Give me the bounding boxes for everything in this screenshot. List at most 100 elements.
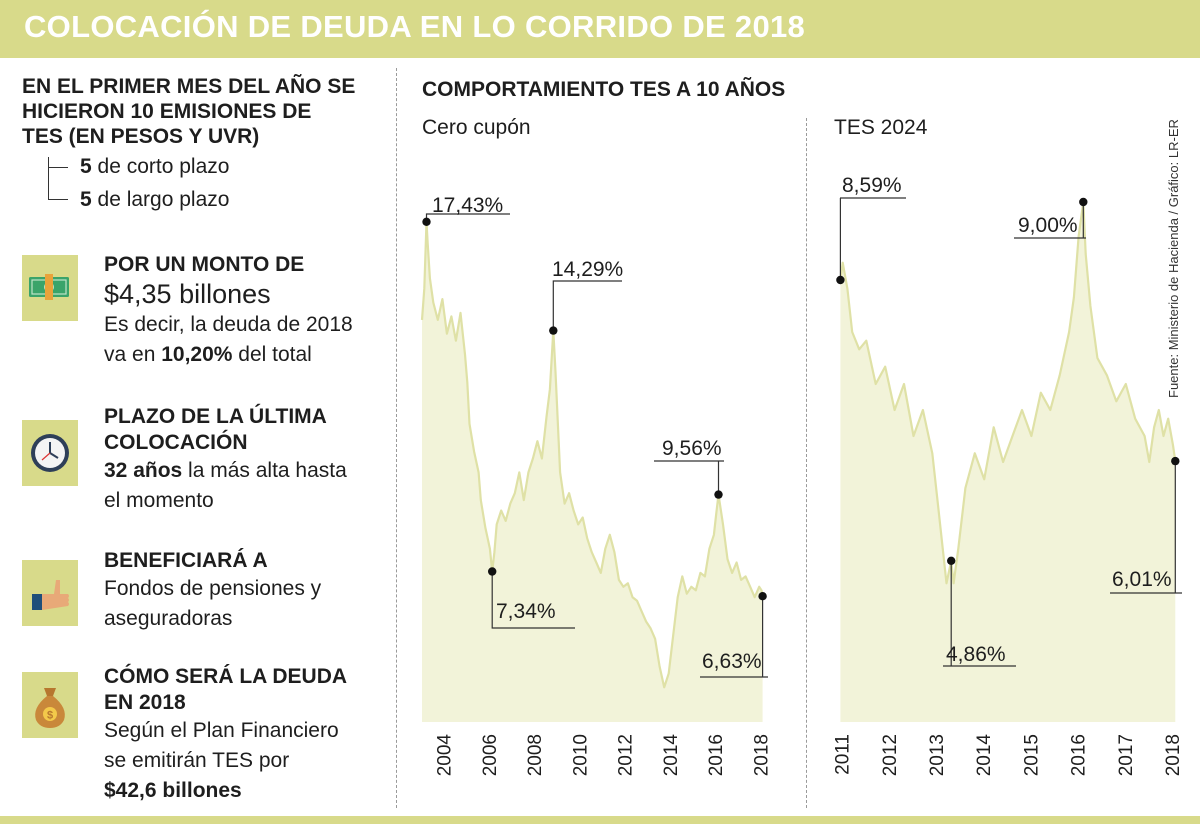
annotation-label-0-2: 14,29% bbox=[552, 258, 623, 281]
x-tick-1-5: 2016 bbox=[1069, 734, 1090, 776]
x-tick-0-6: 2016 bbox=[706, 734, 727, 776]
short-term-number: 5 bbox=[80, 155, 92, 178]
annotation-leader-1-1 bbox=[943, 560, 1016, 667]
annotation-point-0-3 bbox=[714, 490, 723, 499]
debt-outlook-heading-line-1: CÓMO SERÁ LA DEUDA bbox=[104, 665, 348, 688]
x-tick-0-5: 2014 bbox=[661, 734, 682, 777]
annotation-label-0-1: 7,34% bbox=[496, 600, 556, 623]
intro-line-1: EN EL PRIMER MES DEL AÑO SE bbox=[22, 75, 356, 98]
clock-icon bbox=[22, 420, 78, 486]
annotation-leader-0-3 bbox=[654, 460, 724, 495]
beneficiaries-block: BENEFICIARÁ A Fondos de pensiones y aseg… bbox=[22, 548, 382, 648]
area-fill-1 bbox=[840, 202, 1176, 722]
area-fill-0 bbox=[422, 221, 763, 723]
annotation-label-1-1: 4,86% bbox=[946, 643, 1006, 666]
debt-outlook-line-2: se emitirán TES por bbox=[104, 749, 290, 772]
x-tick-1-3: 2014 bbox=[974, 734, 995, 777]
x-tick-0-2: 2008 bbox=[525, 734, 546, 776]
x-tick-1-1: 2012 bbox=[880, 734, 901, 776]
x-tick-0-7: 2018 bbox=[752, 734, 773, 776]
term-detail: 32 años la más alta hasta el momento bbox=[104, 456, 384, 516]
series-line-1 bbox=[839, 200, 1177, 585]
debt-outlook-heading: CÓMO SERÁ LA DEUDA EN 2018 bbox=[104, 664, 384, 716]
amount-share: 10,20% bbox=[161, 343, 233, 366]
debt-outlook-amount: $42,6 billones bbox=[104, 779, 242, 802]
amount-text: POR UN MONTO DE $4,35 billones Es decir,… bbox=[104, 252, 384, 370]
beneficiaries-heading: BENEFICIARÁ A bbox=[104, 549, 268, 572]
term-block: PLAZO DE LA ÚLTIMA COLOCACIÓN 32 años la … bbox=[22, 404, 382, 514]
x-tick-1-7: 2018 bbox=[1163, 734, 1184, 776]
annotation-leader-1-3 bbox=[1110, 461, 1182, 594]
summary-panel: EN EL PRIMER MES DEL AÑO SE HICIERON 10 … bbox=[22, 74, 382, 802]
amount-detail-suffix: del total bbox=[232, 343, 312, 366]
term-detail-line-1: la más alta hasta bbox=[182, 459, 347, 482]
intro-line-2: HICIERON 10 EMISIONES DE bbox=[22, 100, 312, 123]
short-term-label: de corto plazo bbox=[91, 155, 230, 178]
thumbs-up-icon bbox=[22, 560, 78, 626]
money-bill-icon bbox=[22, 255, 78, 321]
x-tick-0-4: 2012 bbox=[616, 734, 637, 776]
term-heading: PLAZO DE LA ÚLTIMA COLOCACIÓN bbox=[104, 404, 384, 456]
annotation-leader-0-2 bbox=[552, 280, 622, 331]
title-banner: COLOCACIÓN DE DEUDA EN LO CORRIDO DE 201… bbox=[0, 0, 1200, 58]
beneficiaries-line-2: aseguradoras bbox=[104, 607, 233, 630]
amount-block: POR UN MONTO DE $4,35 billones Es decir,… bbox=[22, 252, 382, 366]
annotation-label-0-3: 9,56% bbox=[662, 437, 722, 460]
x-tick-1-0: 2011 bbox=[833, 734, 854, 775]
intro-heading: EN EL PRIMER MES DEL AÑO SE HICIERON 10 … bbox=[22, 74, 382, 149]
beneficiaries-line-1: Fondos de pensiones y bbox=[104, 577, 322, 600]
term-heading-line-1: PLAZO DE LA ÚLTIMA bbox=[104, 405, 327, 428]
debt-outlook-block: $ CÓMO SERÁ LA DEUDA EN 2018 Según el Pla… bbox=[22, 664, 382, 804]
annotation-leader-1-2 bbox=[1014, 202, 1086, 239]
term-years: 32 años bbox=[104, 459, 183, 482]
annotation-label-0-0: 17,43% bbox=[432, 194, 503, 217]
amount-value: $4,35 billones bbox=[104, 279, 271, 309]
amount-heading: POR UN MONTO DE bbox=[104, 253, 305, 276]
amount-detail-prefix: va en bbox=[104, 343, 162, 366]
intro-line-3: TES (EN PESOS Y UVR) bbox=[22, 125, 260, 148]
amount-detail-line-1: Es decir, la deuda de 2018 bbox=[104, 313, 353, 336]
annotation-point-0-1 bbox=[488, 567, 497, 576]
short-term-count: 5 de corto plazo bbox=[80, 155, 229, 179]
svg-text:$: $ bbox=[47, 710, 53, 722]
annotation-point-1-1 bbox=[947, 556, 956, 565]
amount-detail: Es decir, la deuda de 2018 va en 10,20% … bbox=[104, 310, 384, 370]
emission-breakdown: 5 de corto plazo 5 de largo plazo bbox=[22, 155, 382, 219]
chart-title: COMPORTAMIENTO TES A 10 AÑOS bbox=[422, 78, 786, 101]
annotation-leader-0-1 bbox=[491, 571, 575, 629]
bottom-strip bbox=[0, 816, 1200, 824]
beneficiaries-text: BENEFICIARÁ A Fondos de pensiones y aseg… bbox=[104, 548, 384, 634]
annotation-point-0-4 bbox=[758, 592, 767, 601]
annotation-label-1-0: 8,59% bbox=[842, 174, 902, 197]
chart-subtitle-cero-cupon: Cero cupón bbox=[422, 116, 531, 139]
tree-connector-2 bbox=[48, 199, 68, 200]
annotation-point-0-2 bbox=[549, 326, 558, 335]
annotation-point-0-0 bbox=[422, 217, 431, 226]
x-tick-0-3: 2010 bbox=[570, 734, 591, 776]
money-bag-icon: $ bbox=[22, 672, 78, 738]
annotation-label-1-2: 9,00% bbox=[1018, 214, 1078, 237]
divider-charts bbox=[806, 118, 807, 808]
term-detail-line-2: el momento bbox=[104, 489, 214, 512]
annotation-point-1-3 bbox=[1171, 456, 1180, 466]
chart-subtitle-tes-2024: TES 2024 bbox=[834, 116, 928, 139]
x-tick-0-0: 2004 bbox=[435, 734, 456, 777]
annotation-leader-1-0 bbox=[839, 197, 906, 280]
long-term-number: 5 bbox=[80, 188, 92, 211]
x-tick-1-2: 2013 bbox=[927, 734, 948, 776]
annotation-label-0-4: 6,63% bbox=[702, 650, 762, 673]
annotation-label-1-3: 6,01% bbox=[1112, 568, 1172, 591]
page-title: COLOCACIÓN DE DEUDA EN LO CORRIDO DE 201… bbox=[24, 9, 806, 44]
debt-outlook-heading-line-2: EN 2018 bbox=[104, 691, 186, 714]
long-term-count: 5 de largo plazo bbox=[80, 188, 229, 212]
beneficiaries-detail: Fondos de pensiones y aseguradoras bbox=[104, 574, 384, 634]
x-tick-1-4: 2015 bbox=[1021, 734, 1042, 776]
x-tick-1-6: 2017 bbox=[1116, 734, 1137, 776]
long-term-label: de largo plazo bbox=[91, 188, 230, 211]
tree-branch bbox=[48, 157, 65, 199]
debt-outlook-line-1: Según el Plan Financiero bbox=[104, 719, 339, 742]
tree-connector-1 bbox=[48, 167, 68, 168]
annotation-leader-0-4 bbox=[700, 596, 768, 678]
annotation-point-1-0 bbox=[836, 275, 845, 285]
annotation-point-1-2 bbox=[1079, 197, 1088, 207]
